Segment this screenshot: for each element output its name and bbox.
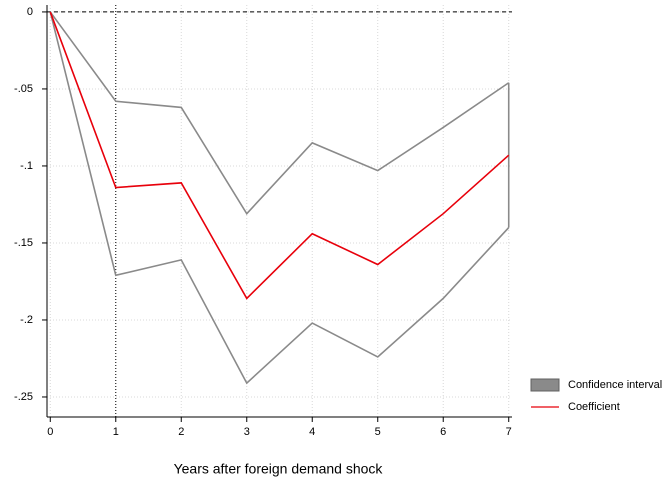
x-tick-label: 4 [309, 426, 315, 438]
x-tick-label: 7 [506, 426, 512, 438]
y-tick-label: -.1 [20, 160, 33, 172]
x-tick-label: 1 [113, 426, 119, 438]
y-tick-label: -.15 [14, 237, 33, 249]
y-tick-label: 0 [27, 6, 33, 18]
x-axis-title: Years after foreign demand shock [174, 461, 384, 477]
x-tick-label: 5 [375, 426, 381, 438]
x-tick-label: 0 [47, 426, 53, 438]
y-tick-label: -.25 [14, 391, 33, 403]
x-tick-label: 6 [440, 426, 446, 438]
ci-upper [49, 11, 510, 216]
legend-label: Confidence interval [568, 379, 662, 391]
x-tick-label: 3 [244, 426, 250, 438]
legend-label: Coefficient [568, 401, 620, 413]
coefficient-line [49, 11, 510, 300]
legend-swatch [530, 378, 560, 392]
x-tick-label: 2 [178, 426, 184, 438]
ci-lower [49, 11, 510, 385]
y-tick-label: -.2 [20, 314, 33, 326]
y-tick-label: -.05 [14, 83, 33, 95]
